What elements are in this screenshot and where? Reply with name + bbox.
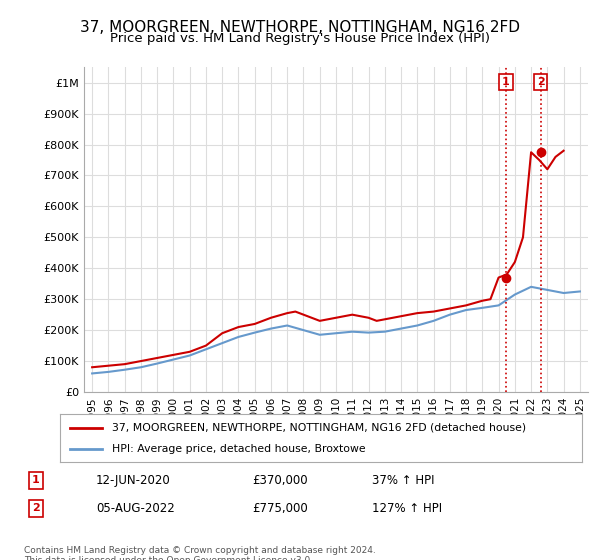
Text: 1: 1 xyxy=(502,77,510,87)
Text: £370,000: £370,000 xyxy=(252,474,308,487)
Text: 1: 1 xyxy=(32,475,40,485)
Text: 2: 2 xyxy=(32,503,40,513)
Text: £775,000: £775,000 xyxy=(252,502,308,515)
Text: Price paid vs. HM Land Registry's House Price Index (HPI): Price paid vs. HM Land Registry's House … xyxy=(110,32,490,45)
Text: 2: 2 xyxy=(537,77,545,87)
Text: 05-AUG-2022: 05-AUG-2022 xyxy=(96,502,175,515)
Text: 37, MOORGREEN, NEWTHORPE, NOTTINGHAM, NG16 2FD (detached house): 37, MOORGREEN, NEWTHORPE, NOTTINGHAM, NG… xyxy=(112,423,526,433)
Text: 12-JUN-2020: 12-JUN-2020 xyxy=(96,474,171,487)
Text: Contains HM Land Registry data © Crown copyright and database right 2024.
This d: Contains HM Land Registry data © Crown c… xyxy=(24,546,376,560)
Text: HPI: Average price, detached house, Broxtowe: HPI: Average price, detached house, Brox… xyxy=(112,444,366,454)
Text: 37, MOORGREEN, NEWTHORPE, NOTTINGHAM, NG16 2FD: 37, MOORGREEN, NEWTHORPE, NOTTINGHAM, NG… xyxy=(80,20,520,35)
Text: 127% ↑ HPI: 127% ↑ HPI xyxy=(372,502,442,515)
Text: 37% ↑ HPI: 37% ↑ HPI xyxy=(372,474,434,487)
